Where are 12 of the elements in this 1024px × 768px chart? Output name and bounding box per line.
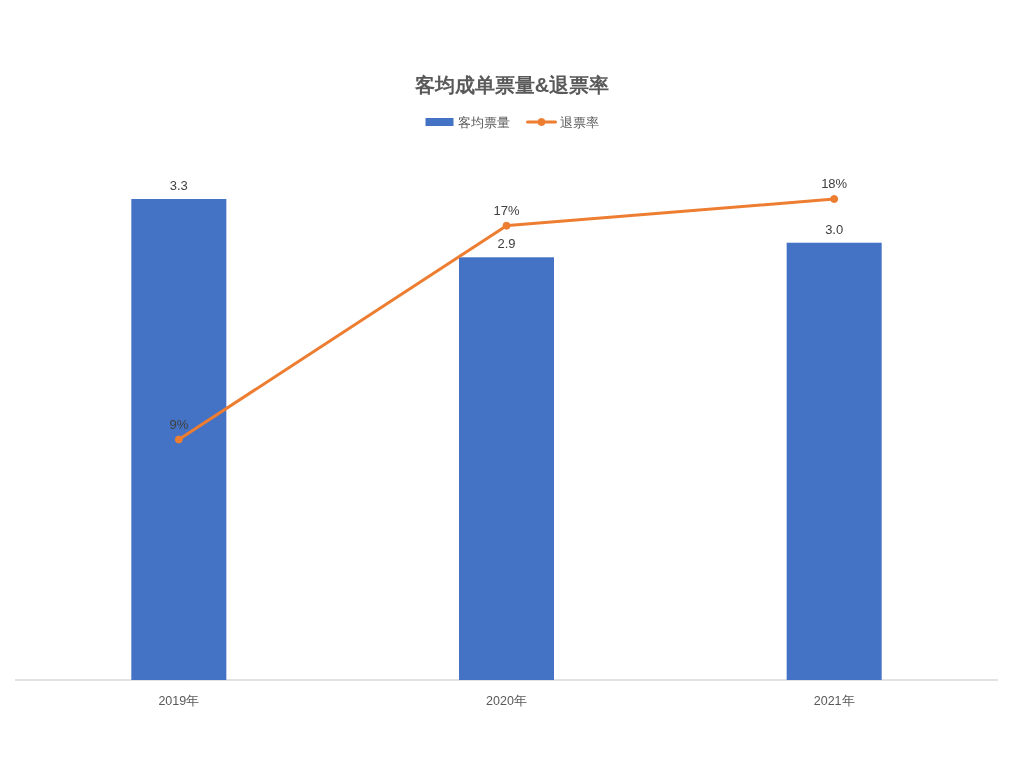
legend-label: 客均票量 <box>457 114 510 130</box>
data-label: 3.3 <box>169 178 188 193</box>
data-label: 2.9 <box>497 236 516 252</box>
data-label: 17% <box>493 202 520 218</box>
data-label: 9% <box>169 416 189 432</box>
data-label: 18% <box>821 176 848 191</box>
chart-title: 客均成单票量&退票率 <box>413 74 610 96</box>
data-label: 3.0 <box>825 221 844 237</box>
x-tick-label: 2021年 <box>813 694 855 708</box>
x-tick-label: 2019年 <box>158 694 200 708</box>
legend-label: 退票率 <box>559 114 599 130</box>
x-tick-label: 2020年 <box>486 694 527 708</box>
